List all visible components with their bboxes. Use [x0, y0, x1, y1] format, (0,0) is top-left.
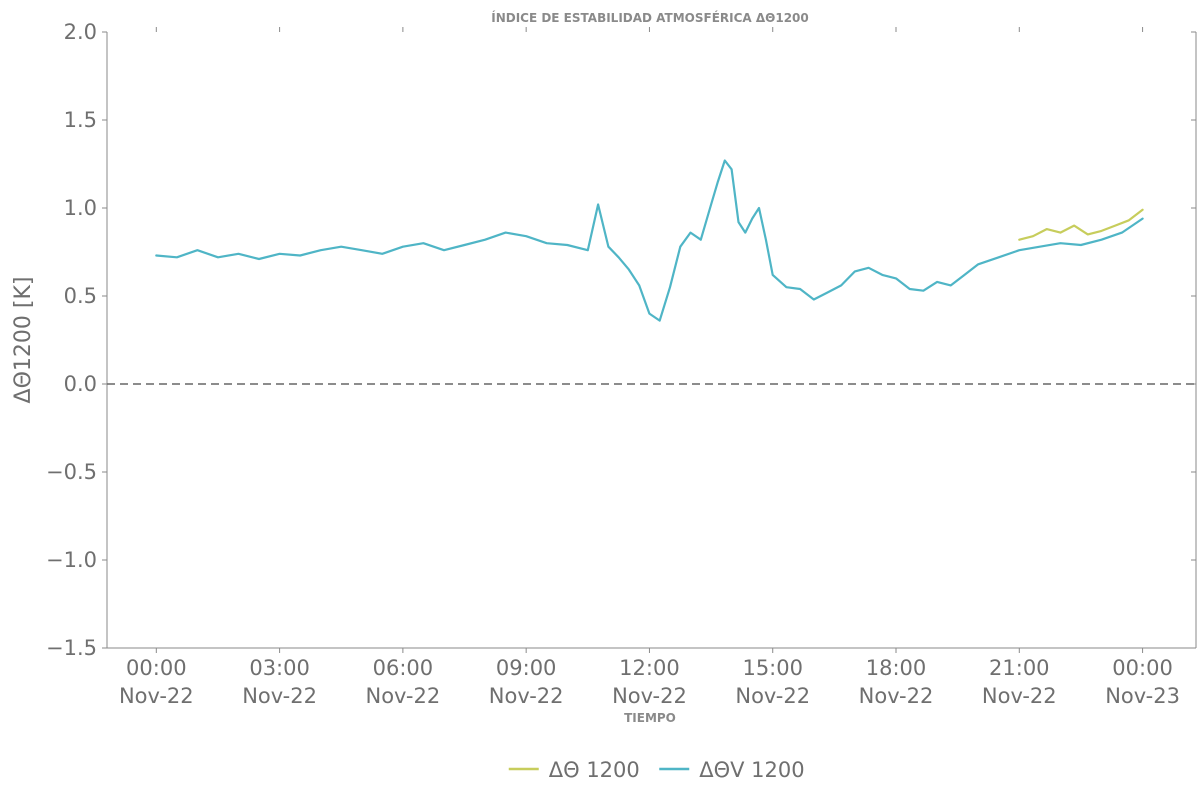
x-tick-time-label: 00:00	[1112, 656, 1173, 680]
y-tick-label: −1.0	[46, 548, 97, 572]
x-tick-time-label: 00:00	[126, 656, 187, 680]
legend: ΔΘ 1200 ΔΘV 1200	[508, 758, 805, 782]
y-axis-label: ΔΘ1200 [K]	[11, 277, 36, 404]
x-tick-time-label: 18:00	[866, 656, 927, 680]
x-tick-date-label: Nov-22	[242, 684, 317, 708]
y-tick-label: 0.5	[64, 284, 97, 308]
x-tick-date-label: Nov-22	[982, 684, 1057, 708]
x-tick-date-label: Nov-23	[1105, 684, 1180, 708]
x-tick-date-label: Nov-22	[366, 684, 441, 708]
x-tick-time-label: 09:00	[496, 656, 557, 680]
x-tick-time-label: 21:00	[989, 656, 1050, 680]
y-ticks: 2.0 1.5 1.0 0.5 0.0 −0.5 −1.0 −1.5	[46, 20, 1196, 660]
y-tick-label: −0.5	[46, 460, 97, 484]
x-ticks: 00:00 Nov-22 03:00 Nov-22 06:00 Nov-22 09:00 No…	[119, 27, 1180, 708]
x-tick-time-label: 15:00	[742, 656, 803, 680]
x-tick-time-label: 06:00	[373, 656, 434, 680]
x-tick-time-label: 03:00	[249, 656, 310, 680]
x-tick-date-label: Nov-22	[612, 684, 687, 708]
x-tick-date-label: Nov-22	[859, 684, 934, 708]
axes	[106, 32, 1197, 649]
y-tick-label: −1.5	[46, 636, 97, 660]
x-tick-time-label: 12:00	[619, 656, 680, 680]
y-tick-label: 0.0	[64, 372, 97, 396]
series-line-0	[1018, 208, 1144, 241]
x-tick-date-label: Nov-22	[735, 684, 810, 708]
x-tick-date-label: Nov-22	[489, 684, 564, 708]
series-line-1	[155, 159, 1144, 322]
chart-title: ÍNDICE DE ESTABILIDAD ATMOSFÉRICA ΔΘ1200	[491, 10, 809, 25]
y-tick-label: 1.0	[64, 196, 97, 220]
x-tick-date-label: Nov-22	[119, 684, 194, 708]
y-tick-label: 1.5	[64, 108, 97, 132]
y-tick-label: 2.0	[64, 20, 97, 44]
legend-label: ΔΘV 1200	[699, 758, 804, 782]
x-axis-label: TIEMPO	[624, 711, 676, 725]
legend-label: ΔΘ 1200	[549, 758, 640, 782]
series-layer	[155, 159, 1144, 322]
